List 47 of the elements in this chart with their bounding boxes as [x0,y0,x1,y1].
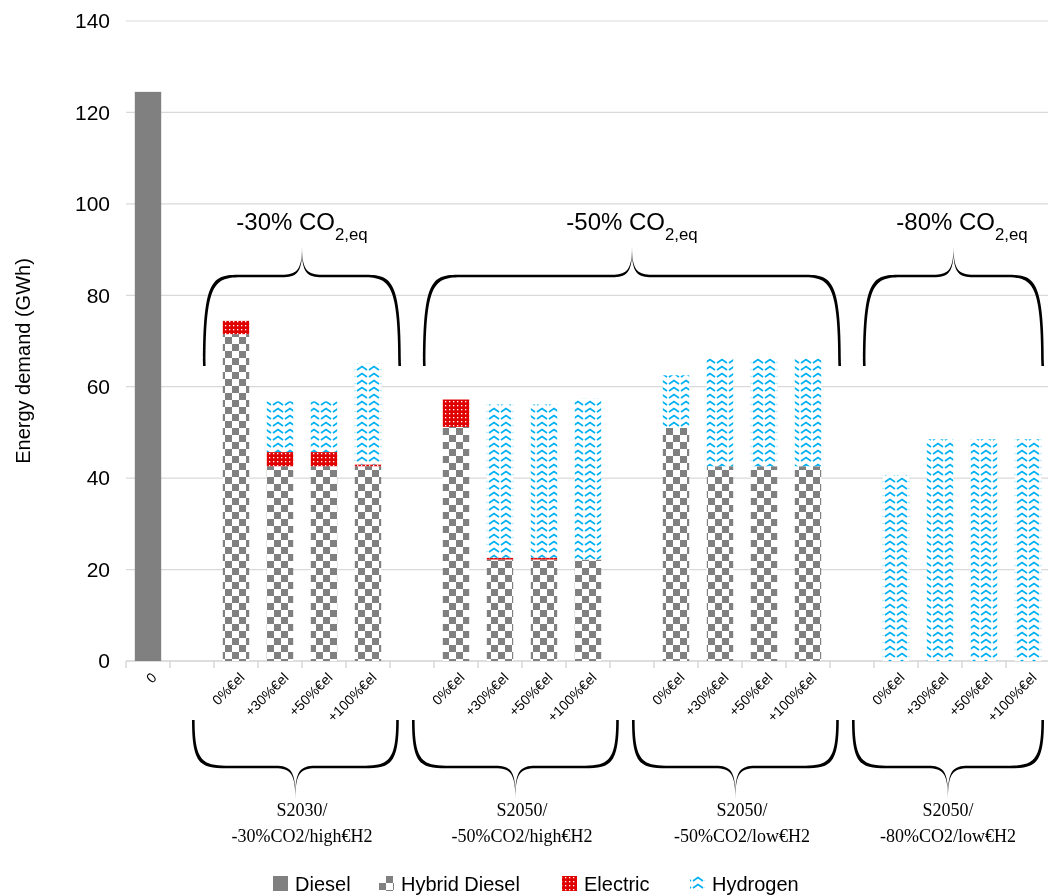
bar [486,559,514,661]
legend-label: Hybrid Diesel [401,873,520,895]
bar [310,401,338,453]
bar [574,398,602,560]
bar [706,466,734,661]
bar [750,466,778,661]
bar [354,466,382,661]
annotation: -30% CO$_{2,eq}$ [236,208,368,244]
annotation: -80% CO$_{2,eq}$ [896,208,1028,244]
y-axis-title: Energy demand (GWh) [12,258,34,464]
text: S2050/ -80%CO2/low€H2 [880,800,1016,846]
x-tick-label: 0 [142,669,160,687]
y-tick-label: 140 [74,9,110,33]
bar [970,439,998,661]
y-tick-label: 20 [86,557,110,581]
legend-label: Hydrogen [712,873,799,895]
y-tick-label: 40 [86,466,110,490]
bar [794,358,822,467]
y-tick-label: 60 [86,375,110,399]
bar [310,452,338,467]
text: S2050/ -50%CO2/low€H2 [674,800,810,846]
text: S2030/ -30%CO2/high€H2 [231,800,373,846]
bar [222,334,250,661]
bar [530,404,558,558]
y-tick-label: 80 [86,283,110,307]
legend-label: Electric [584,873,650,895]
bar [926,439,954,661]
bar [442,399,470,427]
bar [706,358,734,467]
y-tick-label: 100 [74,192,110,216]
bar [662,375,690,428]
bar [530,559,558,661]
bar [794,466,822,661]
y-tick-label: 120 [74,100,110,124]
y-tick-label: 0 [98,649,110,673]
bar [222,320,250,335]
bar [574,559,602,661]
bar [662,427,690,661]
bar [134,91,162,661]
legend-label: Diesel [295,873,351,895]
bar [310,466,338,661]
bar [442,426,470,661]
text: S2050/ -50%CO2/high€H2 [451,800,593,846]
bar [266,452,294,467]
bar [266,466,294,661]
bar [266,401,294,453]
annotation: -50% CO$_{2,eq}$ [566,208,698,244]
